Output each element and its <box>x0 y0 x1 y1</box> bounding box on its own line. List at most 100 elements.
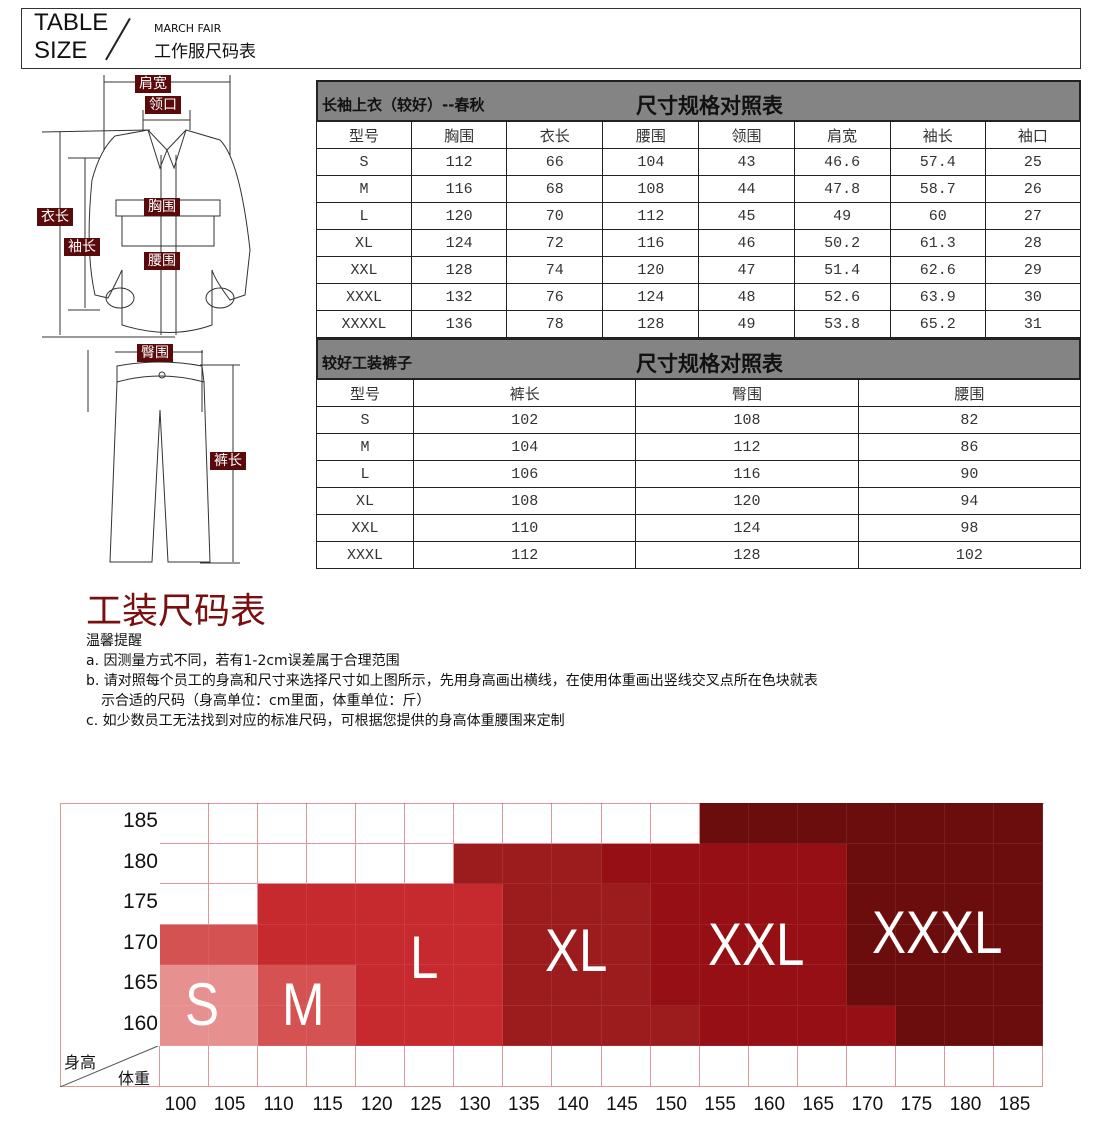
table-row: M 104 112 86 <box>315 433 1082 461</box>
grid-cell <box>552 1046 602 1087</box>
grid-cell-xxl <box>699 843 749 884</box>
xlabel: 体重 <box>118 1069 151 1088</box>
grid-cell <box>258 1046 308 1087</box>
grid-cell <box>356 843 406 884</box>
grid-cell-xxxl <box>994 843 1044 884</box>
size-label-xxl: XXL <box>708 911 805 978</box>
height-tick-label: 170 <box>122 930 158 954</box>
grid-cell-s <box>160 965 210 1006</box>
label-length: 衣长 <box>37 208 73 226</box>
grid-cell-xxxl <box>846 965 896 1006</box>
banner: TABLE SIZE MARCH FAIR 工作服尺码表 <box>21 8 1081 69</box>
column-header: 裤长 <box>413 379 637 407</box>
weight-tick-label: 100 <box>164 1094 197 1115</box>
label-collar: 领口 <box>145 96 181 114</box>
grid-cell-l <box>258 924 308 965</box>
table-cell: 60 <box>889 202 986 230</box>
size-label-xl: XL <box>545 917 608 984</box>
grid-cell-xl <box>503 884 553 925</box>
weight-tick-label: 120 <box>360 1094 393 1115</box>
table-cell: 136 <box>411 310 508 338</box>
grid-cell-l <box>356 884 406 925</box>
table-cell: 108 <box>635 406 859 434</box>
grid-cell-m <box>307 965 357 1006</box>
grid-cell-l <box>454 884 504 925</box>
table-cell: 110 <box>413 514 637 542</box>
diagonal-line <box>60 1046 159 1087</box>
grid-cell-xxxl <box>944 803 994 844</box>
size-label-l: L <box>410 924 439 991</box>
column-header: 腰围 <box>602 121 700 149</box>
grid-cell-xxl <box>699 884 749 925</box>
grid-cell-xxl <box>797 1005 847 1046</box>
table-cell: 106 <box>413 460 637 488</box>
grid-cell <box>552 803 602 844</box>
weight-tick-label: 130 <box>459 1094 491 1115</box>
banner-title: 工作服尺码表 <box>154 42 256 62</box>
weight-tick-label: 160 <box>753 1094 786 1115</box>
grid-cell-xxxl <box>994 884 1044 925</box>
grid-cell-xxxl <box>699 803 749 844</box>
grid-cell <box>994 1046 1044 1087</box>
table-row: XXL 128 74 120 47 51.4 62.6 29 <box>315 256 1082 284</box>
table-cell: 28 <box>984 229 1082 257</box>
notes-heading: 温馨提醒 <box>86 633 142 649</box>
grid-cell-xxxl <box>797 803 847 844</box>
grid-cell-xxxl <box>994 924 1044 965</box>
height-tick-label: 185 <box>122 809 158 832</box>
grid-cell-xxl <box>748 884 798 925</box>
table-cell: 70 <box>506 202 604 230</box>
table-cell: 27 <box>984 202 1082 230</box>
grid-cell-m <box>160 924 210 965</box>
grid-cell <box>944 1046 994 1087</box>
table-cell: 82 <box>857 406 1082 434</box>
grid-cell <box>258 843 308 884</box>
table-cell: XXL <box>315 256 413 284</box>
table-cell: 120 <box>411 202 508 230</box>
table-cell: 98 <box>857 514 1082 542</box>
table-cell: 26 <box>984 175 1082 203</box>
grid-cell-xxl <box>650 884 700 925</box>
grid-cell-s <box>209 1005 259 1046</box>
grid-cell-xxl <box>699 1005 749 1046</box>
grid-cell-xxxl <box>895 965 945 1006</box>
weight-tick-label: 170 <box>851 1094 884 1115</box>
grid-cell <box>307 803 357 844</box>
table-cell: 74 <box>506 256 604 284</box>
height-tick-label: 160 <box>122 1011 158 1035</box>
grid-cell-xxxl <box>994 965 1044 1006</box>
grid-cell-m <box>258 965 308 1006</box>
grid-cell-l <box>307 924 357 965</box>
table-cell: 45 <box>698 202 795 230</box>
grid-cell-m <box>307 1005 357 1046</box>
grid-cell-xxxl <box>895 843 945 884</box>
jacket-size-table: 型号 胸围 衣长 腰围 领围 肩宽 袖长 袖口 S 112 66 104 43 46.6 57.4 25 M 11… <box>315 121 1082 338</box>
label-hip: 臀围 <box>137 344 173 362</box>
height-tick-label: 175 <box>122 890 158 913</box>
table-cell: 112 <box>635 433 859 461</box>
grid-cell-xxxl <box>895 884 945 925</box>
table-cell: 128 <box>602 310 700 338</box>
label-chest: 胸围 <box>144 198 180 216</box>
table-cell: 57.4 <box>889 148 986 176</box>
grid-cell-xxl <box>797 843 847 884</box>
grid-cell <box>601 803 651 844</box>
grid-cell <box>405 843 455 884</box>
column-header: 衣长 <box>506 121 604 149</box>
table-row: M 116 68 108 44 47.8 58.7 26 <box>315 175 1082 203</box>
header-row: 型号 胸围 衣长 腰围 领围 肩宽 袖长 袖口 <box>315 121 1082 149</box>
grid-cell <box>307 1046 357 1087</box>
grid-cell-xl <box>601 884 651 925</box>
size-label-xxxl: XXXL <box>872 899 1003 966</box>
grid-cell <box>895 1046 945 1087</box>
weight-tick-label: 175 <box>900 1094 933 1115</box>
table-cell: 116 <box>602 229 700 257</box>
grid-cell-xl <box>552 924 602 965</box>
table-row: XXXL 132 76 124 48 52.6 63.9 30 <box>315 283 1082 311</box>
grid-cell-l <box>405 884 455 925</box>
grid-cell-xxl <box>650 965 700 1006</box>
jacket-table-title: 长袖上衣（较好）--春秋 尺寸规格对照表 <box>316 80 1081 122</box>
note-b-cont: 示合适的尺码（身高单位：cm里面，体重单位：斤） <box>101 693 431 709</box>
table-cell: 49 <box>698 310 795 338</box>
table-cell: 112 <box>602 202 700 230</box>
